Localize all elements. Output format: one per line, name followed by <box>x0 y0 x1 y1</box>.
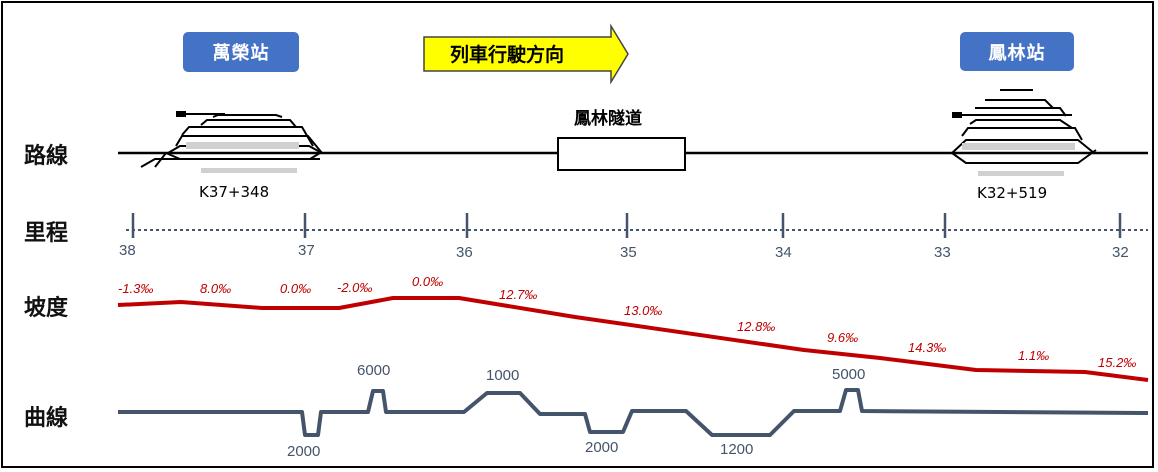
gradient-line <box>117 296 1149 382</box>
mileage-tick-label: 38 <box>119 242 136 259</box>
mileage-tick-label: 35 <box>620 244 637 261</box>
station-mileage-right: K32+519 <box>977 184 1048 202</box>
mileage-tick-label: 37 <box>298 242 315 259</box>
curve-line <box>118 388 1149 437</box>
gradient-label: 15.2‰ <box>1098 355 1137 370</box>
curve-radius-label: 2000 <box>585 439 619 456</box>
tunnel-label: 鳳林隧道 <box>574 109 642 129</box>
gradient-label: -1.3‰ <box>118 281 154 296</box>
left-station-yard <box>140 111 323 168</box>
mileage-tick-label: 36 <box>456 244 473 261</box>
mileage-tick-label: 32 <box>1112 244 1129 261</box>
direction-label: 列車行駛方向 <box>450 44 565 66</box>
gradient-label: 1.1‰ <box>1018 348 1050 363</box>
left-station-platform-lower <box>201 168 297 173</box>
row-label-mileage: 里程 <box>24 221 69 246</box>
station-name-right: 鳳林站 <box>988 42 1046 64</box>
curve-radius-label: 5000 <box>832 366 866 383</box>
gradient-label: 14.3‰ <box>908 340 947 355</box>
row-label-route: 路線 <box>24 144 69 169</box>
row-label-curve: 曲線 <box>24 406 69 431</box>
station-badge-right: 鳳林站 <box>960 32 1074 71</box>
station-mileage-left: K37+348 <box>199 183 270 201</box>
left-station-platform <box>186 142 299 149</box>
right-station-yard <box>951 89 1097 164</box>
gradient-label: 0.0‰ <box>412 274 444 289</box>
mileage-tick-label: 34 <box>775 244 792 261</box>
mileage-ticks <box>131 213 1122 238</box>
gradient-label: 12.7‰ <box>499 287 538 302</box>
tunnel-box <box>557 137 686 171</box>
mileage-tick-label: 33 <box>934 244 951 261</box>
right-station-platform <box>962 143 1075 150</box>
gradient-label: 13.0‰ <box>624 303 663 318</box>
gradient-label: 8.0‰ <box>200 281 232 296</box>
gradient-label: 9.6‰ <box>827 330 859 345</box>
right-station-platform-lower <box>978 171 1064 176</box>
station-badge-left: 萬榮站 <box>183 32 299 72</box>
gradient-label: 0.0‰ <box>280 281 312 296</box>
gradient-label: 12.8‰ <box>737 319 776 334</box>
direction-arrow-shape <box>423 23 629 85</box>
curve-radius-label: 1000 <box>486 367 520 384</box>
station-name-left: 萬榮站 <box>212 43 270 64</box>
curve-radius-label: 6000 <box>357 362 391 379</box>
gradient-label: -2.0‰ <box>337 280 373 295</box>
curve-radius-label: 2000 <box>287 443 321 460</box>
row-label-gradient: 坡度 <box>24 296 69 321</box>
curve-radius-label: 1200 <box>720 441 754 458</box>
